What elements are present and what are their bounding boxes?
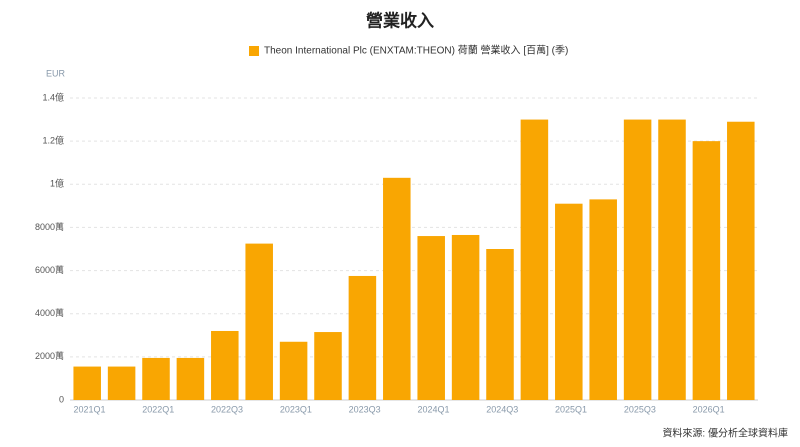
bar [727,121,755,400]
bar [176,357,205,400]
bar [520,119,549,401]
x-tick-label: 2023Q1 [280,404,312,414]
y-tick-label: 1.2億 [42,135,64,146]
chart-title: 營業收入 [366,10,434,30]
bar [348,275,377,400]
bar [417,236,445,400]
y-tick-label: 2000萬 [35,350,64,361]
bar [692,141,721,400]
bar [73,366,101,400]
x-tick-label: 2024Q1 [417,404,449,414]
bar [211,330,239,400]
x-tick-label: 2023Q3 [349,404,381,414]
bar [245,243,273,400]
x-tick-label: 2025Q3 [624,404,656,414]
bar [279,341,308,400]
y-unit: EUR [46,68,66,78]
y-tick-label: 1.4億 [42,91,64,102]
y-tick-label: 1億 [50,178,64,189]
y-tick-label: 0 [59,394,64,404]
bar [142,357,170,400]
x-tick-label: 2022Q1 [142,404,174,414]
x-tick-label: 2026Q1 [693,404,725,414]
legend-swatch [249,46,259,56]
y-tick-label: 6000萬 [35,264,64,275]
bar [314,332,342,400]
bar [658,119,686,401]
x-tick-label: 2024Q3 [486,404,518,414]
y-tick-label: 8000萬 [35,221,64,232]
source: 資料來源: 優分析全球資料庫 [662,427,788,440]
bar [623,119,652,401]
bar [555,203,583,400]
bar [589,199,617,400]
bar [451,234,480,400]
x-tick-label: 2021Q1 [73,404,105,414]
y-tick-label: 4000萬 [35,307,64,318]
x-tick-label: 2022Q3 [211,404,243,414]
x-tick-label: 2025Q1 [555,404,587,414]
bar [107,366,136,400]
legend-label: Theon International Plc (ENXTAM:THEON) 荷… [264,44,568,57]
bar [383,177,411,400]
bar [486,249,514,400]
